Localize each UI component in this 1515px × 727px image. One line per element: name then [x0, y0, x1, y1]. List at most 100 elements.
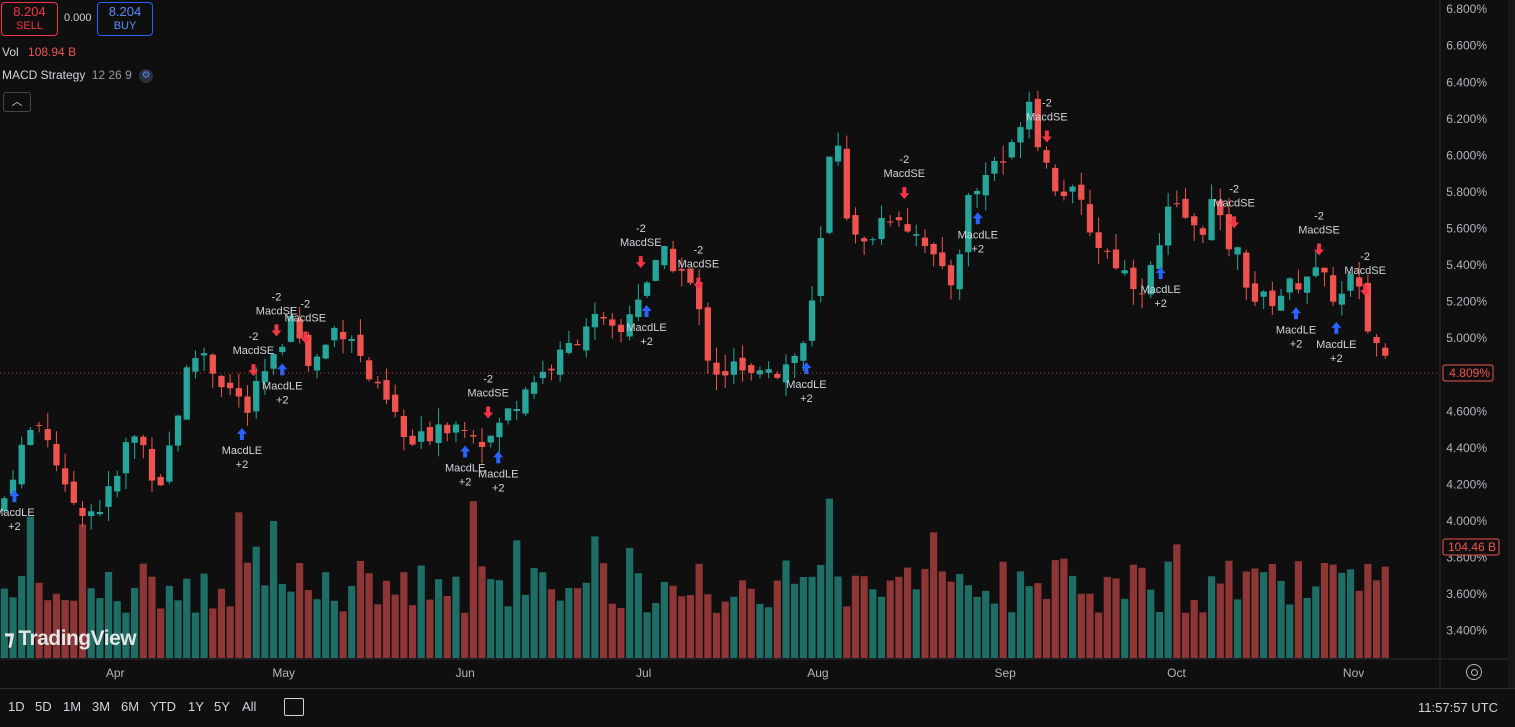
strategy-legend[interactable]: MACD Strategy 12 26 9 ⚙ — [2, 68, 154, 83]
volume-bar — [356, 560, 365, 658]
sell-signal-marker[interactable]: -2 MacdSE — [233, 331, 275, 377]
sell-signal-marker[interactable]: -2 MacdSE — [284, 299, 326, 344]
candle-body — [44, 429, 51, 441]
candle-body — [209, 354, 216, 374]
buy-button[interactable]: 8.204 BUY — [97, 2, 153, 36]
candle-body — [1329, 275, 1337, 302]
candle-body — [730, 361, 738, 375]
candle-body — [869, 239, 876, 241]
buy-signal-marker[interactable]: MacdLE +2 — [958, 212, 998, 255]
volume-bar — [912, 589, 920, 658]
sell-signal-marker[interactable]: -2 MacdSE — [620, 223, 662, 269]
volume-bar — [1060, 558, 1068, 658]
volume-bar — [1320, 562, 1329, 658]
sell-signal-marker[interactable]: -2 MacdSE — [1298, 210, 1340, 256]
sell-signal-marker[interactable]: -2 MacdSE — [256, 291, 298, 337]
sell-signal-marker[interactable]: -2 MacdSE — [1026, 98, 1068, 143]
volume-bar — [209, 608, 217, 658]
buy-signal-marker[interactable]: MacdLE +2 — [1316, 321, 1356, 365]
volume-bar — [851, 575, 860, 658]
candle-body — [678, 268, 685, 271]
arrow-down-icon — [693, 277, 704, 290]
range-button-5y[interactable]: 5Y — [214, 699, 230, 714]
volume-bar — [252, 546, 260, 658]
candle-body — [1277, 295, 1285, 311]
buy-signal-marker[interactable]: MacdLE +2 — [626, 305, 667, 348]
volume-bar — [1216, 583, 1224, 658]
volume-bar — [269, 520, 278, 658]
calendar-icon[interactable] — [284, 698, 304, 716]
volume-bar — [1138, 567, 1146, 658]
chart-settings-icon[interactable] — [1466, 664, 1482, 680]
sell-signal-marker[interactable]: -2 MacdSE — [678, 245, 720, 290]
buy-signal-marker[interactable]: MacdLE +2 — [1276, 307, 1316, 350]
buy-signal-marker[interactable]: MacdLE +2 — [1140, 267, 1181, 310]
volume-bar — [1016, 571, 1025, 658]
x-tick-label: Jul — [636, 666, 651, 680]
buy-signal-marker[interactable]: MacdLE +2 — [262, 363, 302, 406]
volume-bars — [0, 498, 1389, 658]
volume-bar — [174, 600, 182, 658]
sell-button[interactable]: 8.204 SELL — [1, 2, 58, 36]
volume-legend[interactable]: Vol 108.94 B — [2, 45, 76, 59]
candle-body — [1199, 228, 1207, 235]
signal-qty: -2 — [483, 373, 493, 385]
sell-signal-marker[interactable]: -2 MacdSE — [884, 154, 926, 200]
signal-qty: +2 — [971, 243, 984, 255]
utc-clock[interactable]: 11:57:57 UTC — [1418, 700, 1498, 715]
candle-body — [1182, 198, 1189, 218]
candle-body — [1138, 293, 1146, 295]
volume-bar — [513, 540, 521, 658]
volume-bar — [877, 596, 886, 658]
sell-signal-marker[interactable]: -2 MacdSE — [467, 373, 509, 419]
candle-body — [313, 356, 321, 371]
range-button-1d[interactable]: 1D — [8, 699, 25, 714]
buy-signal-marker[interactable]: MacdLE +2 — [786, 362, 827, 405]
signal-label: MacdLE — [1316, 339, 1356, 351]
volume-bar — [1355, 590, 1363, 658]
candle-body — [887, 221, 894, 223]
sell-signal-marker[interactable]: -2 MacdSE — [1344, 251, 1386, 297]
candle-body — [1, 498, 8, 512]
buy-signal-marker[interactable]: MacdLE +2 — [0, 490, 35, 533]
volume-bar — [1234, 599, 1242, 658]
volume-bar — [461, 612, 469, 658]
candle-body — [539, 371, 546, 379]
sell-signal-marker[interactable]: -2 MacdSE — [1213, 183, 1255, 229]
buy-signal-marker[interactable]: MacdLE +2 — [478, 451, 518, 494]
volume-bar — [886, 580, 894, 658]
range-button-6m[interactable]: 6M — [121, 699, 140, 714]
candle-body — [583, 326, 590, 351]
price-chart[interactable]: 6.800% 6.600% 6.400% 6.200% 6.000% 5.800% 5.60… — [0, 0, 1515, 688]
candle-body — [808, 300, 816, 341]
candle-body — [1147, 265, 1154, 295]
strategy-settings-icon[interactable]: ⚙ — [139, 68, 154, 83]
volume-bar — [1190, 600, 1198, 658]
arrow-up-icon — [493, 451, 504, 464]
y-tick-label: 6.600% — [1446, 39, 1487, 53]
buy-signal-marker[interactable]: MacdLE +2 — [445, 445, 485, 488]
candle-body — [227, 382, 234, 389]
candle-body — [782, 364, 790, 383]
candle-body — [287, 316, 295, 342]
range-button-1m[interactable]: 1M — [63, 699, 82, 714]
range-button-5d[interactable]: 5D — [35, 699, 52, 714]
range-button-1y[interactable]: 1Y — [188, 699, 204, 714]
volume-bar — [738, 580, 747, 658]
candle-body — [270, 354, 277, 369]
range-button-3m[interactable]: 3M — [92, 699, 111, 714]
right-scroll-strip[interactable] — [1508, 0, 1515, 688]
range-button-all[interactable]: All — [242, 699, 257, 714]
volume-bar — [495, 580, 503, 658]
y-tick-label: 4.200% — [1446, 477, 1487, 491]
volume-bar — [1294, 561, 1303, 658]
volume-bar — [860, 576, 868, 658]
range-button-ytd[interactable]: YTD — [150, 699, 176, 714]
collapse-legend-button[interactable]: ︿ — [3, 92, 31, 112]
candle-body — [1234, 247, 1241, 255]
volume-bar — [96, 598, 104, 658]
volume-bar — [382, 580, 391, 658]
candle-body — [930, 243, 937, 255]
volume-bar — [400, 572, 408, 658]
buy-signal-marker[interactable]: MacdLE +2 — [222, 427, 262, 471]
